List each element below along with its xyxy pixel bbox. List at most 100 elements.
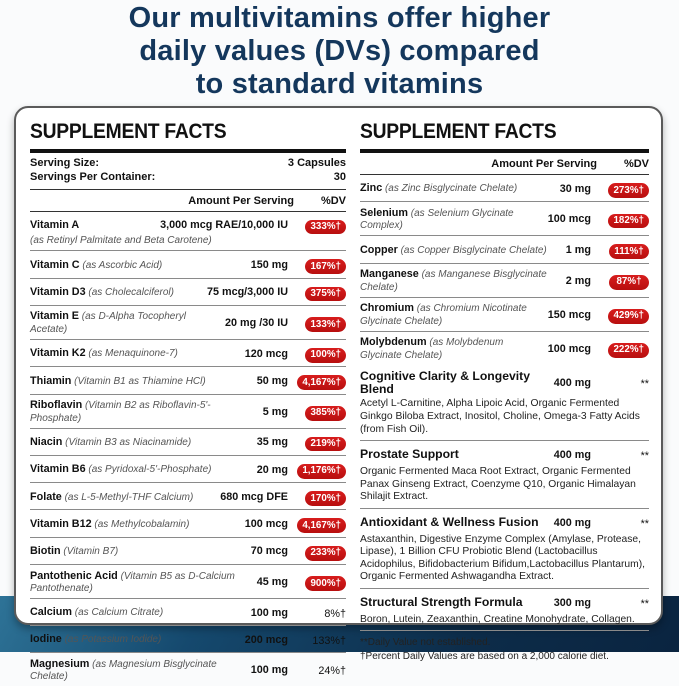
nutrient-row: Thiamin (Vitamin B1 as Thiamine HCl) 50 m… [30, 367, 346, 395]
serving-value: 3 Capsules [287, 157, 346, 169]
dv-badge: 222%† [608, 342, 649, 358]
column-headers: Amount Per Serving %DV [360, 153, 649, 174]
dv-badge: 87%† [609, 274, 649, 290]
nutrient-name: Chromium (as Chromium Nicotinate Glycina… [360, 302, 527, 327]
nutrient-name: Pantothenic Acid (Vitamin B5 as D-Calciu… [30, 569, 235, 595]
dv-not-established: ** [640, 450, 649, 463]
nutrient-amount: 100 mcg [244, 518, 288, 531]
nutrient-name: Vitamin A [30, 219, 80, 232]
blend-amount: 300 mg [553, 596, 591, 609]
nutrient-description: (as Retinyl Palmitate and Beta Carotene) [30, 235, 212, 247]
blend-section: Antioxidant & Wellness Fusion 400 mg ** Ast… [360, 509, 649, 589]
blend-name: Antioxidant & Wellness Fusion [360, 515, 539, 529]
blend-amount: 400 mg [553, 377, 591, 390]
left-supplement-panel: SUPPLEMENT FACTS Serving Size: 3 Capsules… [30, 118, 346, 682]
dv-badge: 1,176%† [297, 463, 346, 479]
nutrient-row: Copper (as Copper Bisglycinate Chelate) 1… [360, 236, 649, 264]
nutrient-row: Vitamin A 3,000 mcg RAE/10,000 IU 333%† (as… [30, 212, 346, 252]
dv-badge: 219%† [305, 436, 346, 452]
nutrient-dv: 133%† [294, 631, 346, 649]
nutrient-amount: 45 mg [256, 576, 288, 589]
nutrient-dv: 429%† [597, 305, 649, 324]
column-headers: Amount Per Serving %DV [30, 190, 346, 211]
headline-line: daily values (DVs) compared [139, 34, 540, 67]
nutrient-row: Vitamin B12 (as Methylcobalamin) 100 mcg 4… [30, 510, 346, 538]
dv-value: 8%† [324, 607, 346, 620]
left-nutrient-rows: Vitamin A 3,000 mcg RAE/10,000 IU 333%† (as… [30, 212, 346, 686]
blend-section: Prostate Support 400 mg ** Organic Fermente… [360, 441, 649, 509]
dv-header: %DV [623, 158, 649, 170]
blend-ingredients: Organic Fermented Maca Root Extract, Org… [360, 466, 636, 503]
nutrient-row: Niacin (Vitamin B3 as Niacinamide) 35 mg 2… [30, 429, 346, 456]
nutrient-name: Vitamin B6 (as Pyridoxal-5'-Phosphate) [30, 463, 212, 476]
nutrient-amount: 100 mcg [547, 213, 591, 226]
nutrient-dv: 233%† [294, 542, 346, 561]
dv-badge: 133%† [305, 317, 346, 333]
divider [30, 188, 346, 190]
nutrient-name: Calcium (as Calcium Citrate) [30, 606, 164, 619]
nutrient-name: Vitamin B12 (as Methylcobalamin) [30, 517, 190, 530]
nutrient-row: Riboflavin (Vitamin B2 as Riboflavin-5'-… [30, 395, 346, 429]
dv-badge: 385%† [305, 405, 346, 421]
nutrient-name: Vitamin E (as D-Alpha Tocopheryl Acetate… [30, 310, 186, 335]
nutrient-dv: 4,167%† [294, 372, 346, 391]
blend-ingredients: Acetyl L-Carnitine, Alpha Lipoic Acid, O… [360, 398, 640, 435]
nutrient-name: Biotin (Vitamin B7) [30, 545, 119, 558]
nutrient-dv: 273%† [597, 180, 649, 198]
nutrient-dv: 1,176%† [294, 460, 346, 479]
dv-not-established: ** [640, 597, 649, 610]
dv-badge: 429%† [608, 308, 649, 324]
nutrient-row: Pantothenic Acid (Vitamin B5 as D-Calciu… [30, 565, 346, 600]
nutrient-row: Biotin (Vitamin B7) 70 mcg 233%† [30, 538, 346, 566]
nutrient-amount: 1 mg [565, 243, 591, 256]
proprietary-blends: Cognitive Clarity & Longevity Blend 400 m… [360, 365, 649, 632]
divider [30, 210, 346, 212]
nutrient-amount: 100 mcg [547, 342, 591, 355]
supplement-facts-card: SUPPLEMENT FACTS Serving Size: 3 Capsules… [14, 106, 663, 682]
serving-value: 30 [333, 171, 346, 184]
nutrient-dv: 8%† [294, 604, 346, 622]
nutrient-dv: 170%† [294, 488, 346, 506]
nutrient-row: Vitamin C (as Ascorbic Acid) 150 mg 167%† [30, 251, 346, 279]
nutrient-amount: 100 mg [250, 606, 288, 619]
nutrient-amount: 200 mcg [244, 633, 288, 646]
dv-badge: 375%† [305, 286, 346, 302]
footnotes: **Daily Value not established. †Percent D… [360, 631, 649, 663]
nutrient-amount: 5 mg [262, 405, 288, 418]
serving-info: Serving Size: 3 Capsules Servings Per Cont… [30, 153, 346, 189]
nutrient-row: Vitamin B6 (as Pyridoxal-5'-Phosphate) 20… [30, 456, 346, 484]
nutrient-row: Zinc (as Zinc Bisglycinate Chelate) 30 mg… [360, 175, 649, 203]
nutrient-amount: 120 mcg [244, 347, 288, 360]
blend-section: Structural Strength Formula 300 mg ** Boron… [360, 589, 649, 632]
nutrient-dv: 24%† [294, 661, 346, 679]
nutrient-dv: 219%† [294, 433, 346, 452]
nutrient-dv: 87%† [597, 271, 649, 290]
nutrient-row: Vitamin D3 (as Cholecalciferol) 75 mcg/3,… [30, 279, 346, 306]
nutrient-name: Zinc (as Zinc Bisglycinate Chelate) [360, 182, 518, 195]
nutrient-dv: 222%† [597, 339, 649, 358]
nutrient-amount: 75 mcg/3,000 IU [206, 286, 288, 299]
nutrient-name: Vitamin C (as Ascorbic Acid) [30, 258, 163, 271]
blend-ingredients: Boron, Lutein, Zeaxanthin, Creatine Mono… [360, 613, 635, 625]
nutrient-amount: 2 mg [565, 274, 591, 287]
divider [30, 149, 346, 153]
headline-line: to standard vitamins [195, 67, 484, 100]
nutrient-dv: 111%† [597, 241, 649, 260]
footnote-line: **Daily Value not established. [360, 637, 491, 649]
nutrient-amount: 150 mg [250, 259, 288, 272]
dv-badge: 4,167%† [297, 518, 346, 534]
blend-dv: ** [597, 514, 649, 532]
nutrient-name: Molybdenum (as Molybdenum Glycinate Chel… [360, 336, 504, 361]
nutrient-name: Folate (as L-5-Methyl-THF Calcium) [30, 490, 194, 503]
serving-row: Servings Per Container: 30 [30, 170, 346, 184]
nutrient-amount: 50 mg [256, 374, 288, 387]
blend-dv: ** [597, 594, 649, 612]
nutrient-name: Magnesium (as Magnesium Bisglycinate Che… [30, 657, 217, 683]
dv-badge: 273%† [608, 183, 649, 198]
nutrient-dv: 100%† [294, 344, 346, 363]
nutrient-amount: 3,000 mcg RAE/10,000 IU [160, 219, 288, 232]
right-supplement-panel: SUPPLEMENT FACTS Amount Per Serving %DV … [360, 118, 649, 662]
amount-per-serving-header: Amount Per Serving [188, 194, 294, 207]
nutrient-row: Vitamin E (as D-Alpha Tocopheryl Acetate… [30, 306, 346, 340]
serving-row: Serving Size: 3 Capsules [30, 156, 346, 170]
